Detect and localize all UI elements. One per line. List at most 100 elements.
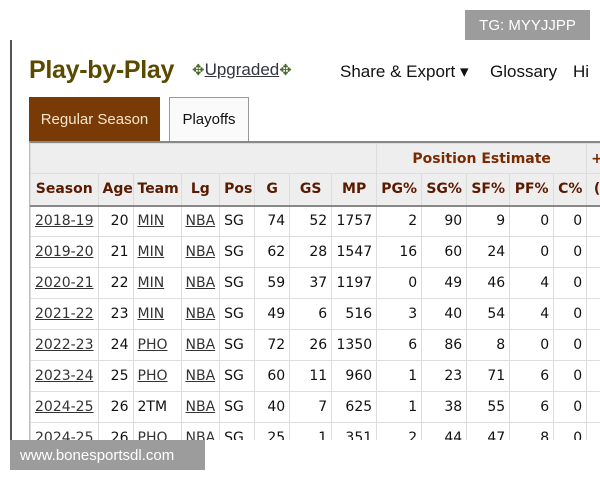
- nav-link-more[interactable]: Hi: [573, 62, 590, 81]
- cell-link[interactable]: PHO: [137, 337, 168, 353]
- cell-season: 2021-22: [30, 298, 99, 330]
- cell-link[interactable]: PHO: [137, 368, 168, 384]
- table-row: 2019-20 21 MIN NBA SG 62 28 1547 16 60 24 0 0: [30, 236, 600, 268]
- column-header[interactable]: Pos: [219, 173, 256, 207]
- tab-regular-season[interactable]: Regular Season: [29, 97, 160, 141]
- table-row: 2024-25 26 PHO NBA SG 25 1 351 2 44 47 8 0: [30, 422, 600, 440]
- cell-g: 60: [254, 360, 291, 392]
- cell-age: 23: [97, 298, 134, 330]
- table-row: 2021-22 23 MIN NBA SG 49 6 516 3 40 54 4 0: [30, 298, 600, 330]
- cell-link[interactable]: 2024-25: [35, 399, 94, 415]
- table-row: 2020-21 22 MIN NBA SG 59 37 1197 0 49 46 4 0: [30, 267, 600, 299]
- cell-link[interactable]: 2020-21: [35, 275, 94, 291]
- cell-sf-pct: 9: [466, 205, 511, 237]
- upgraded-badge: ✥Upgraded✥: [192, 60, 292, 80]
- watermark-bottom: www.bonesportsdl.com: [10, 440, 205, 470]
- cell-lg: NBA: [180, 205, 221, 237]
- cell-team: PHO: [132, 360, 182, 392]
- stats-table-container: Position Estimate+ SeasonAgeTeamLgPosGGS…: [29, 141, 600, 440]
- cell-link[interactable]: NBA: [185, 337, 216, 353]
- cell-lg: NBA: [180, 329, 221, 361]
- share-export-menu[interactable]: Share & Export ▾: [340, 62, 469, 81]
- cell-g: 72: [254, 329, 291, 361]
- cell-link[interactable]: NBA: [185, 275, 216, 291]
- cell-pg-pct: 16: [376, 236, 423, 268]
- cell-mp: 960: [331, 360, 378, 392]
- column-header[interactable]: Team: [132, 173, 182, 207]
- cell-gs: 1: [289, 422, 333, 440]
- cell-lg: NBA: [180, 267, 221, 299]
- column-header[interactable]: MP: [331, 173, 378, 207]
- cell-age: 22: [97, 267, 134, 299]
- column-header[interactable]: Lg: [180, 173, 221, 207]
- column-header[interactable]: G: [254, 173, 291, 207]
- cell-link[interactable]: NBA: [185, 213, 216, 230]
- cell-link[interactable]: MIN: [137, 213, 165, 230]
- cell-link[interactable]: NBA: [185, 399, 216, 415]
- cell-pf-pct: 0: [509, 205, 555, 237]
- column-header[interactable]: PF%: [509, 173, 555, 207]
- cell-gs: 26: [289, 329, 333, 361]
- group-header-blank: [30, 143, 378, 174]
- cell-link[interactable]: NBA: [185, 244, 216, 260]
- cell-link[interactable]: NBA: [185, 430, 216, 440]
- cell-pos: SG: [219, 298, 256, 330]
- cell-link[interactable]: MIN: [137, 275, 165, 291]
- column-header[interactable]: (: [586, 173, 600, 207]
- cell-g: 74: [254, 205, 291, 237]
- cell-sg-pct: 38: [421, 391, 468, 423]
- cell-age: 25: [97, 360, 134, 392]
- cell-sf-pct: 47: [466, 422, 511, 440]
- cell-c-pct: 0: [553, 391, 588, 423]
- cell-team: MIN: [132, 267, 182, 299]
- cell-pg-pct: 0: [376, 267, 423, 299]
- cell-sg-pct: 90: [421, 205, 468, 237]
- cell-link[interactable]: 2024-25: [35, 430, 94, 440]
- cell-link[interactable]: 2021-22: [35, 306, 94, 322]
- group-header-position-estimate: Position Estimate: [376, 143, 588, 174]
- cell-link[interactable]: 2018-19: [35, 213, 94, 230]
- cell-age: 20: [97, 205, 134, 237]
- column-header[interactable]: Season: [30, 173, 99, 207]
- cell-link[interactable]: 2019-20: [35, 244, 94, 260]
- cell-season: 2022-23: [30, 329, 99, 361]
- cell-link[interactable]: NBA: [185, 306, 216, 322]
- cell-link[interactable]: 2022-23: [35, 337, 94, 353]
- cell-mp: 625: [331, 391, 378, 423]
- cell-gs: 37: [289, 267, 333, 299]
- cell-season: 2020-21: [30, 267, 99, 299]
- cell-link[interactable]: MIN: [137, 244, 165, 260]
- cell-lg: NBA: [180, 298, 221, 330]
- cell-season: 2024-25: [30, 422, 99, 440]
- column-header[interactable]: SG%: [421, 173, 468, 207]
- cell-pg-pct: 1: [376, 360, 423, 392]
- cell-lg: NBA: [180, 391, 221, 423]
- left-border: [10, 40, 12, 440]
- cell-link[interactable]: PHO: [137, 430, 168, 440]
- cell-c-pct: 0: [553, 422, 588, 440]
- cell-link[interactable]: NBA: [185, 368, 216, 384]
- column-header[interactable]: C%: [553, 173, 588, 207]
- group-header-next: +: [586, 143, 600, 174]
- cell-link[interactable]: 2023-24: [35, 368, 94, 384]
- cell-link[interactable]: MIN: [137, 306, 165, 322]
- table-row: 2022-23 24 PHO NBA SG 72 26 1350 6 86 8 0 0: [30, 329, 600, 361]
- column-header[interactable]: Age: [97, 173, 134, 207]
- column-header[interactable]: GS: [289, 173, 333, 207]
- cell-gs: 52: [289, 205, 333, 237]
- glossary-link[interactable]: Glossary: [490, 62, 558, 81]
- cell-sg-pct: 86: [421, 329, 468, 361]
- column-header[interactable]: SF%: [466, 173, 511, 207]
- cell-pg-pct: 1: [376, 391, 423, 423]
- cell-pg-pct: 2: [376, 205, 423, 237]
- cell-team: MIN: [132, 236, 182, 268]
- cell-mp: 351: [331, 422, 378, 440]
- upgraded-link[interactable]: Upgraded: [204, 60, 280, 79]
- cell-lg: NBA: [180, 422, 221, 440]
- cell-pf-pct: 6: [509, 391, 555, 423]
- column-header[interactable]: PG%: [376, 173, 423, 207]
- cell-gs: 11: [289, 360, 333, 392]
- tab-playoffs[interactable]: Playoffs: [169, 97, 249, 141]
- cell-mp: 1547: [331, 236, 378, 268]
- cell-lg: NBA: [180, 360, 221, 392]
